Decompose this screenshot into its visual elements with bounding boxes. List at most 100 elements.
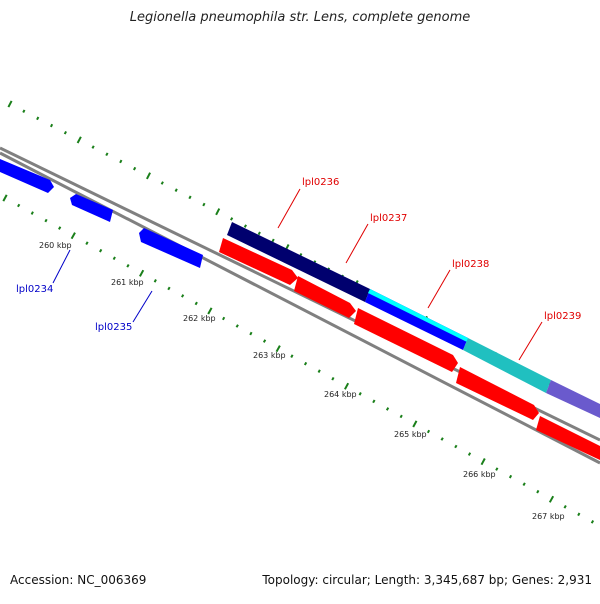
minor-tick [262, 339, 267, 343]
scale-label: 264 kbp [324, 390, 357, 399]
minor-tick [508, 474, 513, 479]
gene-label-lpl0239[interactable]: lpl0239 [544, 311, 581, 322]
cog-segment-1 [227, 222, 370, 302]
minor-tick [160, 181, 164, 185]
gene-arrow-lpl0233[interactable] [0, 159, 54, 193]
major-tick [76, 136, 82, 144]
minor-tick [385, 407, 390, 411]
minor-tick [440, 437, 444, 441]
minor-tick [536, 489, 540, 494]
minor-tick [577, 512, 581, 517]
major-tick [70, 232, 76, 240]
gene-arrow-lpl0237[interactable] [294, 276, 356, 318]
scale-label: 262 kbp [183, 314, 216, 323]
scale-label: 266 kbp [463, 470, 496, 479]
leader-lpl0236 [277, 188, 301, 229]
minor-tick [22, 109, 26, 113]
scale-label: 263 kbp [253, 351, 286, 360]
minor-tick [174, 188, 178, 192]
gene-arrow-lpl0239[interactable] [456, 367, 539, 420]
minor-tick [303, 361, 308, 366]
minor-tick [49, 123, 54, 128]
minor-tick [358, 392, 362, 396]
minor-tick [181, 294, 185, 298]
inner-scale-ticks [2, 194, 595, 524]
gene-arrow-lpl0235[interactable] [139, 228, 203, 268]
minor-tick [372, 399, 376, 404]
minor-tick [317, 369, 321, 373]
minor-tick [112, 256, 116, 261]
major-tick [275, 345, 281, 353]
major-tick [548, 495, 555, 503]
genome-title: Legionella pneumophila str. Lens, comple… [129, 10, 471, 25]
leader-lpl0235 [132, 290, 153, 323]
major-tick [344, 382, 350, 390]
backbone-lines [0, 146, 600, 465]
gene-label-lpl0234[interactable]: lpl0234 [16, 284, 53, 295]
genome-summary-text: Topology: circular; Length: 3,345,687 bp… [262, 573, 592, 587]
scale-label: 267 kbp [532, 512, 565, 521]
major-tick [215, 208, 221, 216]
cog-track [227, 222, 600, 418]
gene-arrow-lpl0238[interactable] [354, 308, 458, 372]
major-tick [2, 194, 8, 202]
gene-label-lpl0235[interactable]: lpl0235 [95, 322, 132, 333]
gene-arrow-lpl0240[interactable] [536, 416, 600, 460]
minor-tick [222, 316, 226, 321]
minor-tick [522, 482, 526, 486]
minor-tick [36, 116, 40, 121]
minor-tick [230, 217, 234, 221]
scale-label: 265 kbp [394, 430, 427, 439]
major-tick [139, 269, 145, 277]
minor-tick [99, 248, 103, 253]
minor-tick [126, 264, 130, 268]
label-leader-lines [52, 188, 543, 361]
gene-label-lpl0237[interactable]: lpl0237 [370, 213, 407, 224]
minor-tick [188, 195, 192, 200]
leader-lpl0239 [518, 321, 543, 361]
minor-tick [167, 286, 171, 291]
gene-arrow-lpl0236[interactable] [219, 238, 298, 285]
minor-tick [91, 145, 95, 149]
minor-tick [426, 429, 431, 434]
accession-text: Accession: NC_006369 [10, 573, 147, 587]
gene-arrow-lpl0234[interactable] [70, 194, 113, 222]
minor-tick [235, 324, 239, 328]
cog-segment-4 [463, 338, 551, 393]
scale-label: 261 kbp [111, 278, 144, 287]
scale-label: 260 kbp [39, 241, 72, 250]
minor-tick [249, 331, 253, 336]
major-tick [146, 172, 151, 180]
gene-label-lpl0236[interactable]: lpl0236 [302, 177, 339, 188]
minor-tick [271, 238, 275, 243]
minor-tick [58, 226, 62, 230]
minor-tick [467, 452, 472, 456]
minor-tick [194, 301, 198, 306]
gene-labels: lpl0236 lpl0237 lpl0238 lpl0239 lpl0234 … [16, 177, 581, 333]
minor-tick [563, 505, 567, 509]
minor-tick [105, 152, 109, 157]
leader-lpl0234 [52, 249, 71, 284]
minor-tick [153, 279, 157, 283]
leader-lpl0237 [345, 223, 369, 264]
major-tick [207, 307, 213, 315]
minor-tick [590, 520, 595, 524]
minor-tick [243, 224, 247, 228]
major-tick [480, 458, 486, 466]
minor-tick [399, 414, 403, 419]
cog-segment-3 [368, 289, 468, 342]
minor-tick [257, 231, 261, 236]
minor-tick [85, 241, 89, 245]
forward-strand-genes [219, 238, 600, 460]
minor-tick [133, 166, 137, 171]
minor-tick [30, 211, 34, 215]
minor-tick [63, 130, 67, 135]
gene-label-lpl0238[interactable]: lpl0238 [452, 259, 489, 270]
reverse-strand-genes [0, 159, 203, 268]
scale-labels: 260 kbp 261 kbp 262 kbp 263 kbp 264 kbp … [39, 241, 565, 521]
minor-tick [202, 202, 206, 207]
minor-tick [331, 376, 335, 381]
minor-tick [454, 444, 458, 449]
